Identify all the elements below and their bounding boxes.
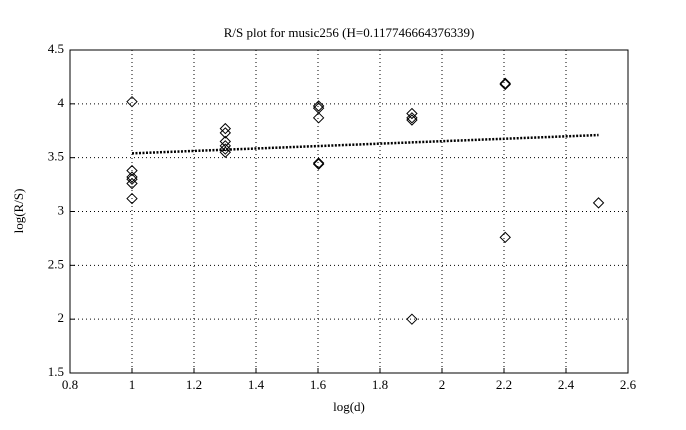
point — [126, 173, 138, 185]
y-tick-label: 3.5 — [48, 149, 64, 164]
x-axis-label: log(d) — [333, 399, 365, 414]
plot-frame — [69, 49, 629, 374]
x-tick-label: 1.6 — [310, 377, 327, 392]
x-tick-label: 1 — [129, 377, 136, 392]
y-tick-label: 2.5 — [48, 256, 64, 271]
point — [126, 171, 138, 183]
point — [499, 78, 511, 91]
x-tick-label: 1.2 — [186, 377, 202, 392]
point — [592, 197, 605, 209]
y-tick-label: 4.5 — [48, 41, 64, 56]
x-tick-label: 2.6 — [620, 377, 637, 392]
point — [406, 112, 418, 124]
point — [406, 107, 418, 120]
y-tick-label: 1.5 — [48, 364, 64, 379]
point — [219, 122, 232, 135]
point — [312, 158, 325, 170]
x-tick-label: 2.2 — [496, 377, 512, 392]
y-tick-label: 4 — [58, 95, 65, 110]
y-axis-label: log(R/S) — [11, 189, 26, 234]
point — [406, 313, 418, 325]
point — [126, 177, 138, 190]
point — [312, 157, 325, 169]
point — [219, 143, 232, 155]
point — [312, 112, 325, 124]
point — [126, 192, 138, 205]
point — [312, 100, 325, 112]
point — [219, 140, 232, 152]
point — [219, 127, 232, 139]
point — [499, 77, 511, 90]
x-tick-label: 2 — [439, 377, 446, 392]
fit-line — [131, 133, 599, 155]
point — [219, 135, 232, 148]
point — [499, 231, 511, 244]
point — [219, 146, 232, 158]
point — [126, 95, 138, 108]
x-tick-label: 1.4 — [248, 377, 265, 392]
chart-title: R/S plot for music256 (H=0.1177466643763… — [224, 25, 475, 40]
point — [406, 114, 418, 126]
x-tick-label: 0.8 — [62, 377, 78, 392]
y-tick-label: 3 — [58, 202, 65, 217]
x-tick-label: 1.8 — [372, 377, 388, 392]
point — [126, 164, 138, 177]
x-tick-label: 2.4 — [558, 377, 575, 392]
y-tick-label: 2 — [58, 310, 65, 325]
